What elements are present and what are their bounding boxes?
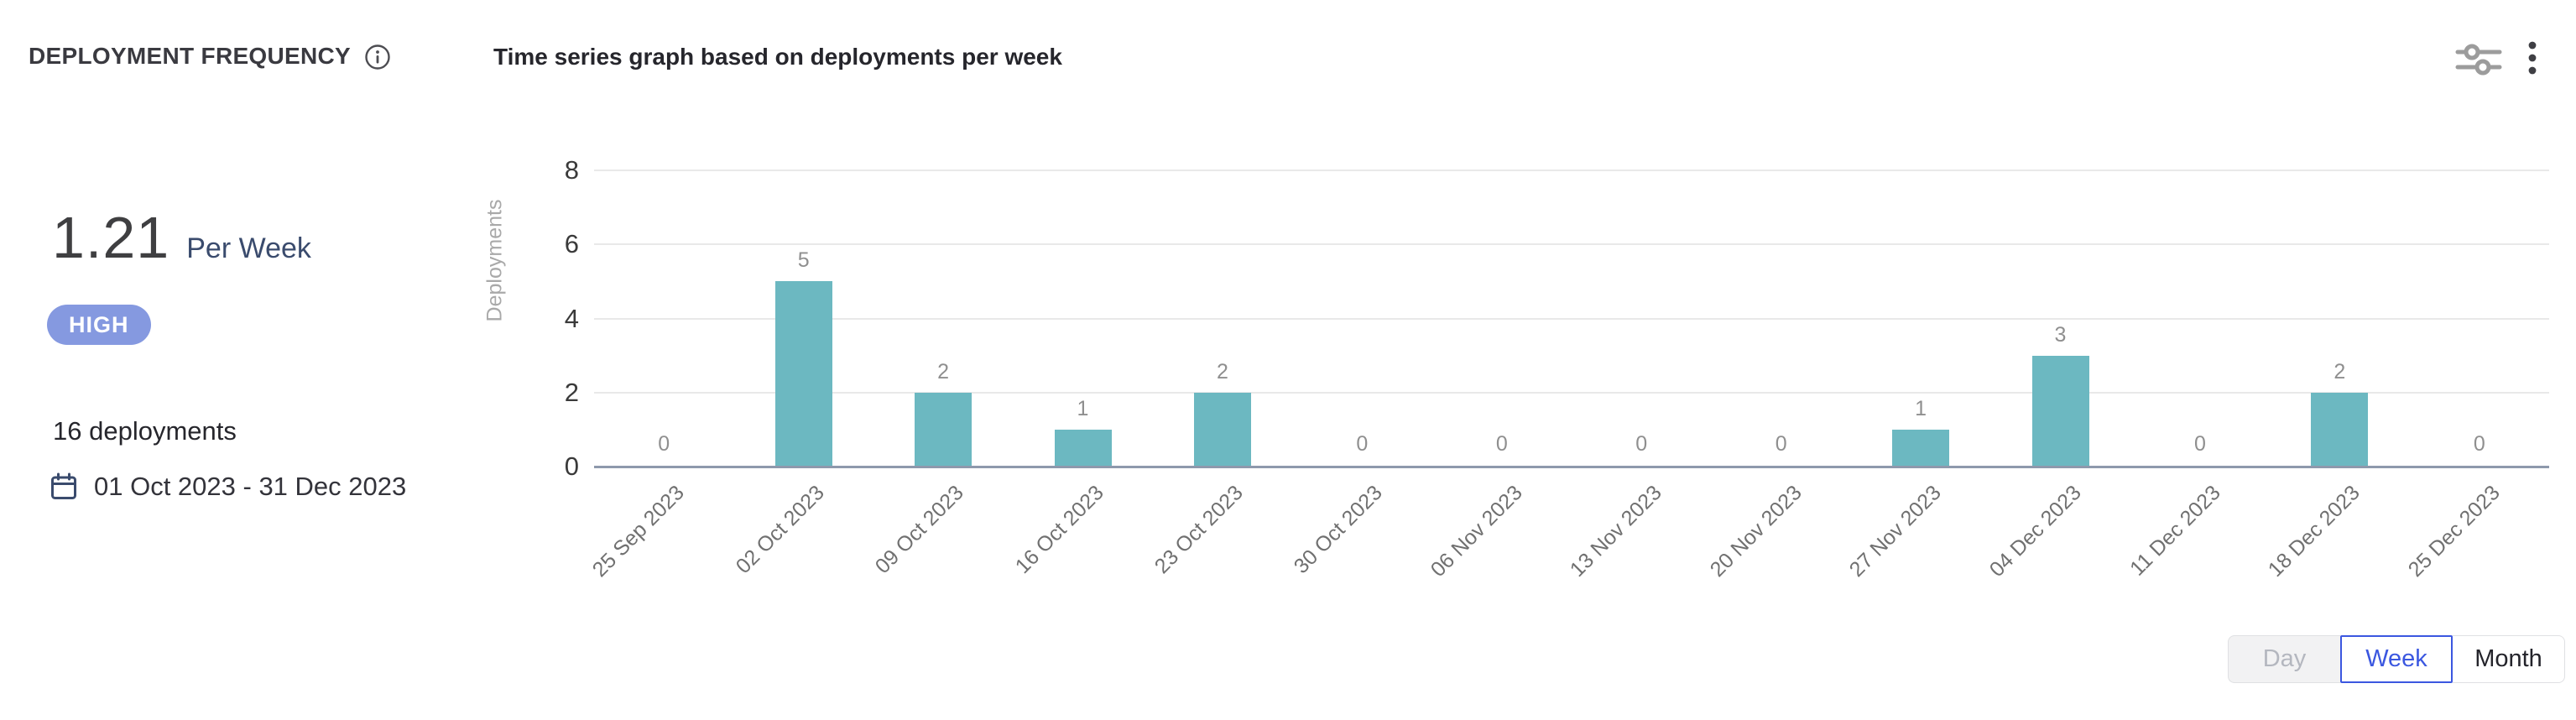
x-tick-label: 27 Nov 2023: [1844, 481, 1946, 582]
bar-value-label: 0: [1635, 432, 1648, 456]
y-axis-title: Deployments: [482, 199, 507, 322]
chart-subtitle: Time series graph based on deployments p…: [493, 44, 1062, 70]
bar-value-label: 0: [2473, 432, 2485, 456]
date-range-text: 01 Oct 2023 - 31 Dec 2023: [94, 472, 407, 501]
bar-09-oct-2023[interactable]: [915, 392, 973, 467]
bar-value-label: 2: [937, 359, 950, 383]
bar-02-oct-2023[interactable]: [774, 281, 832, 467]
total-deployments: 16 deployments: [53, 416, 237, 446]
deployment-rate: 1.21 Per Week: [52, 204, 311, 271]
sliders-icon[interactable]: [2455, 39, 2502, 79]
bar-value-label: 3: [2054, 322, 2067, 347]
info-icon[interactable]: [364, 44, 391, 70]
widget-header: DEPLOYMENT FREQUENCY: [29, 42, 391, 70]
x-tick-label: 04 Dec 2023: [1984, 481, 2086, 582]
page-title: DEPLOYMENT FREQUENCY: [29, 43, 352, 69]
bar-23-oct-2023[interactable]: [1193, 392, 1251, 467]
bar-value-label: 0: [2193, 432, 2206, 456]
bar-value-label: 2: [1216, 359, 1228, 383]
bar-value-label: 5: [797, 248, 810, 273]
bar-18-dec-2023[interactable]: [2311, 392, 2369, 467]
y-tick-label: 0: [564, 451, 579, 481]
bar-value-label: 0: [1356, 432, 1369, 456]
x-tick-label: 02 Oct 2023: [731, 481, 829, 579]
header-actions: [2455, 39, 2537, 79]
x-tick-label: 09 Oct 2023: [870, 481, 968, 579]
x-tick-label: 23 Oct 2023: [1150, 481, 1248, 579]
date-range: 01 Oct 2023 - 31 Dec 2023: [50, 472, 406, 502]
gridline: [594, 243, 2549, 246]
y-tick-label: 6: [564, 229, 579, 259]
y-axis-title-box: Deployments: [470, 170, 520, 351]
x-tick-label: 11 Dec 2023: [2125, 481, 2225, 581]
y-tick-label: 4: [564, 303, 579, 333]
x-tick-label: 16 Oct 2023: [1010, 481, 1108, 579]
bar-value-label: 1: [1915, 396, 1927, 420]
bar-27-nov-2023[interactable]: [1892, 429, 1950, 467]
calendar-icon: [50, 472, 77, 501]
x-tick-label: 18 Dec 2023: [2264, 481, 2365, 582]
x-tick-label: 25 Sep 2023: [587, 481, 690, 582]
x-axis-line: [594, 465, 2549, 468]
kebab-menu-icon[interactable]: [2527, 39, 2537, 79]
gridline: [594, 391, 2549, 394]
bar-16-oct-2023[interactable]: [1054, 429, 1112, 467]
x-tick-label: 06 Nov 2023: [1426, 481, 1527, 582]
rate-value: 1.21: [52, 205, 170, 270]
status-badge: HIGH: [47, 305, 151, 345]
day-toggle-button[interactable]: Day: [2228, 635, 2340, 683]
bar-04-dec-2023[interactable]: [2031, 355, 2089, 467]
gridline: [594, 317, 2549, 320]
bar-value-label: 0: [1495, 432, 1508, 456]
gridline: [594, 170, 2549, 171]
x-tick-label: 13 Nov 2023: [1565, 481, 1667, 582]
week-toggle-button[interactable]: Week: [2340, 635, 2453, 683]
deployments-bar-chart: Deployments 0 2 4 6 8 0 25 Sep 2023 5 02 Oct 202…: [483, 155, 2549, 582]
bar-value-label: 0: [658, 432, 670, 456]
month-toggle-button[interactable]: Month: [2453, 635, 2565, 683]
granularity-toggle: Day Week Month: [2228, 635, 2565, 683]
bar-value-label: 1: [1077, 396, 1089, 420]
x-tick-label: 25 Dec 2023: [2403, 481, 2505, 582]
y-tick-label: 2: [564, 377, 579, 407]
x-tick-label: 30 Oct 2023: [1290, 481, 1388, 579]
bar-value-label: 0: [1775, 432, 1787, 456]
rate-unit: Per Week: [186, 232, 311, 264]
bar-value-label: 2: [2334, 359, 2346, 383]
y-tick-label: 8: [564, 155, 579, 185]
x-tick-label: 20 Nov 2023: [1705, 481, 1807, 582]
